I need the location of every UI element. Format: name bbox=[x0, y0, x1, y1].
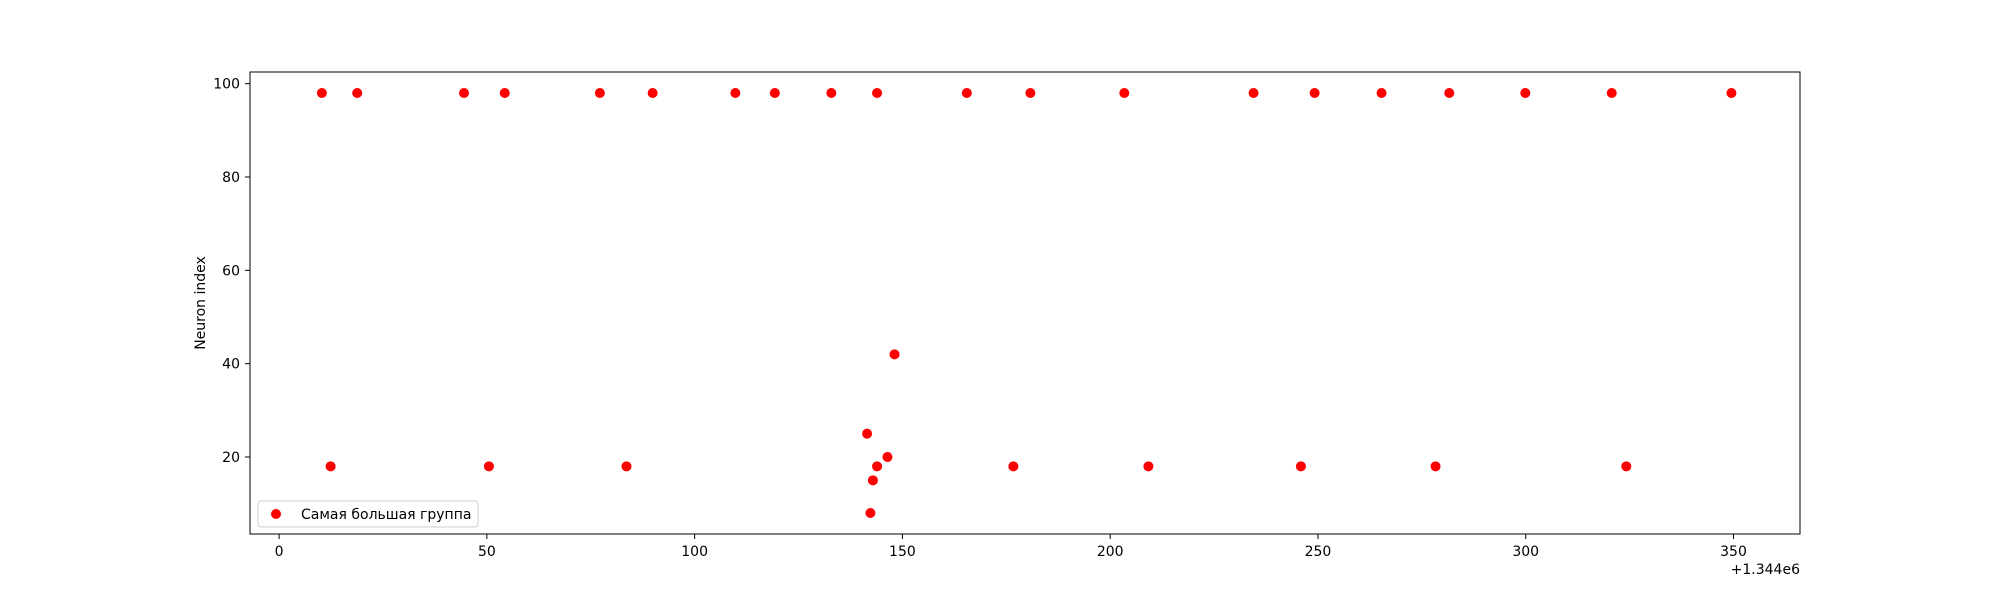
data-point bbox=[1621, 461, 1632, 472]
data-point bbox=[872, 461, 883, 472]
x-tick-label: 300 bbox=[1512, 544, 1539, 560]
data-point bbox=[882, 452, 893, 462]
data-point bbox=[1444, 88, 1455, 98]
x-tick-label: 100 bbox=[681, 544, 708, 560]
data-point bbox=[647, 88, 658, 98]
y-tick-label: 40 bbox=[222, 357, 240, 373]
y-tick-label: 80 bbox=[222, 170, 240, 186]
plot-area-frame bbox=[249, 71, 1801, 535]
data-point bbox=[325, 461, 336, 472]
data-point bbox=[862, 428, 873, 439]
data-points bbox=[316, 88, 1737, 518]
data-point bbox=[1143, 461, 1154, 472]
data-point bbox=[961, 88, 972, 98]
data-point bbox=[459, 88, 470, 98]
data-point bbox=[1606, 88, 1617, 98]
y-axis-ticks: 20 40 60 80 100 bbox=[213, 77, 250, 466]
x-tick-label: 150 bbox=[889, 544, 916, 560]
x-axis-offset-label: +1.344e6 bbox=[1731, 562, 1800, 578]
data-point bbox=[1119, 88, 1130, 98]
data-point bbox=[1025, 88, 1036, 98]
data-point bbox=[1008, 461, 1019, 472]
data-point bbox=[316, 88, 327, 98]
y-tick-label: 20 bbox=[222, 450, 240, 466]
legend-marker bbox=[271, 509, 281, 519]
data-point bbox=[1248, 88, 1259, 98]
legend: Самая большая группа bbox=[257, 500, 479, 528]
data-point bbox=[499, 88, 510, 98]
y-tick-label: 60 bbox=[222, 263, 240, 279]
x-tick-label: 200 bbox=[1097, 544, 1124, 560]
data-point bbox=[1295, 461, 1306, 472]
x-tick-label: 350 bbox=[1720, 544, 1747, 560]
data-point bbox=[826, 88, 837, 98]
data-point bbox=[872, 88, 883, 98]
data-point bbox=[621, 461, 632, 472]
legend-box bbox=[257, 500, 479, 528]
data-point bbox=[352, 88, 363, 98]
data-point bbox=[594, 88, 605, 98]
data-point bbox=[483, 461, 494, 472]
x-tick-label: 250 bbox=[1305, 544, 1332, 560]
y-axis-label: Neuron index bbox=[193, 256, 209, 350]
legend-label: Самая большая группа bbox=[301, 507, 471, 523]
data-point bbox=[769, 88, 780, 98]
data-point bbox=[730, 88, 741, 98]
data-point bbox=[1430, 461, 1441, 472]
data-point bbox=[1309, 88, 1320, 98]
data-point bbox=[1520, 88, 1531, 98]
data-point bbox=[1726, 88, 1737, 98]
y-tick-label: 100 bbox=[213, 77, 240, 93]
data-point bbox=[867, 475, 878, 486]
x-tick-label: 0 bbox=[275, 544, 284, 560]
x-axis-ticks: 0 50 100 150 200 250 300 350 bbox=[275, 534, 1747, 560]
data-point bbox=[865, 508, 876, 518]
data-point bbox=[1376, 88, 1387, 98]
data-point bbox=[889, 349, 900, 360]
x-tick-label: 50 bbox=[478, 544, 496, 560]
